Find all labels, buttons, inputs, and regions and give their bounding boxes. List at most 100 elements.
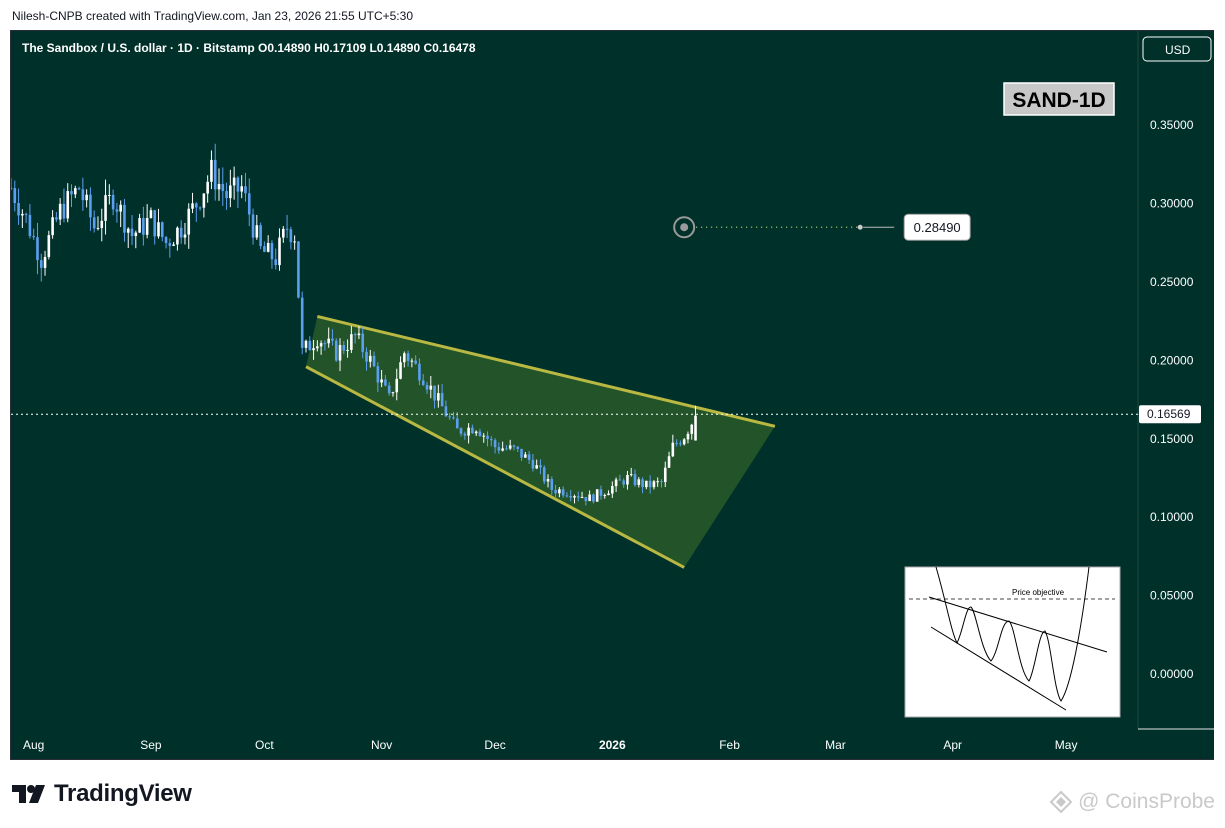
candle: [123, 198, 126, 242]
candle: [202, 193, 206, 218]
candle: [51, 210, 54, 239]
candle: [342, 340, 346, 355]
candle: [486, 431, 489, 447]
candle: [569, 489, 573, 502]
candle: [300, 291, 304, 355]
candle: [17, 188, 20, 225]
candle: [198, 206, 202, 211]
candle: [304, 339, 308, 353]
candle: [595, 489, 599, 502]
candle: [429, 376, 433, 399]
candle: [611, 481, 614, 498]
candle: [289, 226, 293, 250]
candle: [274, 248, 278, 270]
candle: [36, 222, 39, 275]
candle: [421, 374, 425, 386]
candle: [176, 226, 179, 251]
candle: [206, 175, 209, 203]
candle: [558, 487, 561, 498]
candle: [418, 358, 421, 386]
candle: [195, 202, 198, 222]
candle: [142, 206, 145, 246]
candle: [384, 374, 387, 387]
x-tick-label: May: [1055, 738, 1078, 752]
candle: [281, 226, 285, 243]
candle: [160, 221, 164, 242]
candle: [667, 451, 671, 468]
y-tick-label: 0.25000: [1150, 275, 1194, 289]
tradingview-brand[interactable]: TradingView: [12, 780, 192, 808]
candle: [145, 204, 149, 239]
candle: [70, 184, 73, 208]
candle: [542, 465, 546, 485]
symbol-label: SAND-1D: [1012, 89, 1105, 112]
candle: [652, 479, 656, 490]
candle: [126, 227, 130, 248]
candle: [55, 211, 58, 222]
y-tick-label: 0.35000: [1150, 118, 1194, 132]
candle: [580, 491, 584, 499]
candle: [482, 433, 486, 443]
candle: [168, 238, 172, 258]
candle: [353, 332, 357, 344]
candle: [380, 369, 383, 388]
candle: [599, 485, 603, 500]
candle: [459, 427, 463, 437]
price-target-marker[interactable]: 0.28490: [673, 213, 971, 241]
candle: [89, 187, 92, 231]
chart-legend: The Sandbox / U.S. dollar · 1D · Bitstam…: [22, 41, 476, 55]
candle: [406, 350, 410, 367]
candle: [157, 208, 160, 239]
candle: [365, 347, 368, 371]
candle: [614, 477, 618, 492]
candle: [690, 423, 694, 440]
candle: [637, 477, 641, 488]
candle: [520, 448, 523, 462]
candle: [474, 430, 478, 437]
candle: [92, 210, 96, 233]
tradingview-logo-icon: [12, 785, 45, 803]
candle: [293, 235, 296, 250]
currency-button[interactable]: USD: [1142, 36, 1212, 62]
candle: [524, 451, 527, 458]
candle: [297, 241, 300, 299]
currency-label: USD: [1165, 43, 1191, 57]
candle: [81, 177, 85, 211]
x-tick-label: Apr: [943, 738, 962, 752]
candle: [263, 241, 266, 253]
candle: [96, 216, 100, 231]
candle: [565, 492, 569, 498]
candle: [437, 384, 440, 408]
candle: [270, 240, 274, 269]
candle: [618, 474, 622, 481]
candle: [372, 351, 376, 368]
candle: [259, 222, 262, 250]
watermark-text: @ CoinsProbe: [1078, 790, 1215, 813]
candle: [285, 214, 289, 239]
candle: [694, 405, 697, 441]
overlays: 0.16569 0.28490: [11, 213, 1201, 424]
candle: [663, 461, 667, 488]
candle: [376, 362, 380, 392]
candle: [213, 143, 217, 201]
x-tick-label: Oct: [255, 738, 274, 752]
candle: [660, 479, 663, 488]
price-axis[interactable]: 0.400000.350000.300000.250000.200000.150…: [1150, 40, 1194, 681]
candle: [656, 477, 660, 487]
candle: [550, 476, 554, 496]
candle: [221, 167, 225, 207]
candle: [138, 213, 141, 233]
candle: [278, 228, 281, 271]
time-axis[interactable]: Aug Sep Oct Nov Dec 2026 Feb Mar Apr May: [23, 738, 1077, 752]
candle: [236, 176, 240, 208]
y-tick-label: 0.00000: [1150, 667, 1194, 681]
y-tick-label: 0.10000: [1150, 510, 1194, 524]
candle: [395, 368, 399, 401]
candle: [410, 358, 414, 368]
candle: [607, 490, 610, 496]
x-tick-label: Aug: [23, 738, 44, 752]
candle: [561, 486, 565, 498]
candle: [497, 442, 501, 454]
candle: [433, 385, 436, 409]
